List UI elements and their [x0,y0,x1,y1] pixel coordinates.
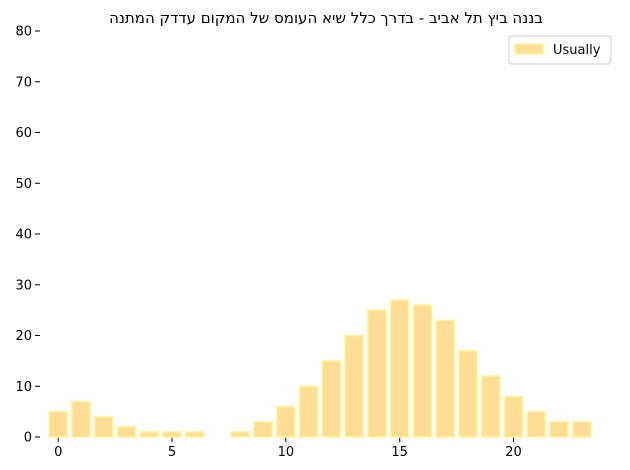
x-tick-label: 10 [278,445,295,460]
bar [344,334,365,438]
bar [184,431,205,438]
bar [526,410,547,438]
bar [139,431,160,438]
bar [480,375,501,438]
bar [48,410,69,438]
legend-swatch [514,43,544,55]
legend-box [508,35,612,65]
y-tick-label: 60 [15,126,32,141]
bar [321,360,342,438]
bar [71,400,91,438]
y-tick-label: 30 [15,278,32,293]
bar [549,421,569,438]
bar [93,415,114,438]
bar [116,426,137,438]
y-tick-label: 50 [15,177,32,192]
bar [412,304,433,438]
y-tick-label: 20 [15,329,32,344]
bars [48,299,592,438]
y-tick-label: 80 [15,25,32,40]
bar [275,405,296,438]
bar [435,319,456,438]
x-tick-label: 20 [505,445,522,460]
bar [571,421,592,438]
x-tick-label: 15 [391,445,408,460]
legend-label: Usually [553,43,601,58]
x-tick-label: 5 [168,445,176,460]
bar [230,431,251,438]
bar [458,349,478,438]
x-axis: 0 5 10 15 20 [54,437,522,460]
y-tick-label: 0 [24,431,32,446]
bar [298,385,319,438]
y-axis: 0 10 20 30 40 50 60 70 80 [15,25,40,446]
chart-title: בננה ביץ תל אביב - בדרך כלל שיא העומס של… [109,9,543,27]
x-tick-label: 0 [54,445,62,460]
y-tick-label: 10 [15,380,32,395]
y-tick-label: 40 [15,228,32,243]
bar [162,431,182,438]
bar [389,299,410,438]
bar [253,421,273,438]
legend: Usually [508,35,612,65]
y-tick-label: 70 [15,75,32,90]
bar [367,309,387,438]
bar [503,395,524,438]
